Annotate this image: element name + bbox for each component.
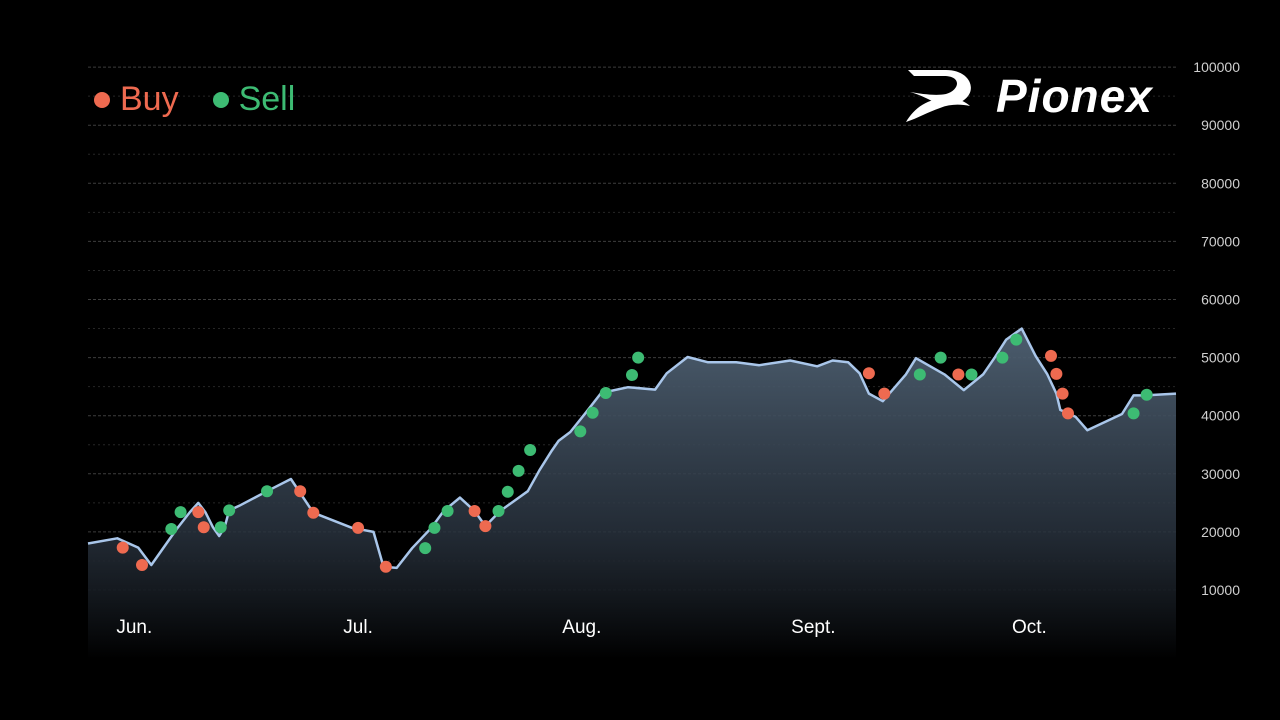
buy-point: [952, 368, 965, 381]
sell-point: [428, 521, 441, 534]
sell-point: [996, 351, 1009, 364]
brand-name: Pionex: [996, 70, 1153, 122]
buy-point: [116, 541, 129, 554]
sell-point: [492, 504, 505, 517]
buy-point: [862, 367, 875, 380]
sell-dot-icon: [212, 91, 229, 108]
sell-point: [934, 351, 947, 364]
y-tick-label: 70000: [1201, 233, 1240, 249]
sell-point: [512, 464, 525, 477]
buy-point: [294, 485, 307, 498]
sell-point: [174, 506, 187, 519]
y-tick-label: 50000: [1201, 350, 1240, 366]
buy-dot-icon: [94, 91, 110, 108]
pionex-wing-icon: [906, 70, 971, 122]
sell-point: [1010, 333, 1023, 346]
y-tick-label: 80000: [1201, 175, 1240, 191]
y-tick-label: 30000: [1201, 466, 1240, 482]
buy-point: [136, 559, 149, 572]
sell-point: [599, 387, 612, 400]
sell-point: [261, 485, 274, 498]
legend: Buy Sell: [94, 80, 329, 119]
buy-point: [468, 504, 481, 517]
sell-point: [1127, 407, 1140, 420]
sell-point: [586, 406, 599, 419]
brand-logo: Pionex: [904, 68, 1153, 124]
sell-point: [965, 368, 978, 381]
y-tick-label: 20000: [1201, 524, 1240, 540]
y-tick-label: 10000: [1201, 582, 1240, 598]
buy-point: [1061, 407, 1074, 420]
buy-point: [1044, 349, 1057, 362]
legend-sell-label: Sell: [238, 80, 296, 118]
x-tick-label: Oct.: [1012, 617, 1047, 638]
legend-sell: Sell: [212, 80, 296, 119]
buy-point: [479, 520, 492, 533]
buy-point: [1056, 387, 1069, 400]
legend-buy-label: Buy: [120, 80, 179, 118]
buy-point: [1050, 367, 1063, 380]
y-tick-label: 40000: [1201, 408, 1240, 424]
sell-point: [165, 522, 178, 535]
buy-point: [197, 521, 210, 534]
sell-point: [501, 485, 514, 498]
y-tick-label: 90000: [1201, 117, 1240, 133]
x-tick-label: Jun.: [116, 617, 152, 638]
sell-point: [626, 369, 638, 382]
price-area: [88, 328, 1176, 660]
x-tick-label: Sept.: [791, 617, 835, 638]
y-tick-label: 60000: [1201, 292, 1240, 308]
buy-point: [878, 387, 891, 400]
trade-points: [116, 333, 1153, 573]
x-tick-label: Jul.: [343, 617, 373, 638]
sell-point: [214, 521, 227, 534]
sell-point: [1140, 388, 1153, 401]
sell-point: [524, 443, 537, 456]
buy-point: [379, 560, 392, 573]
sell-point: [223, 504, 236, 517]
buy-point: [192, 506, 205, 519]
sell-point: [574, 425, 587, 438]
buy-point: [352, 521, 365, 534]
sell-point: [632, 351, 645, 364]
y-tick-label: 100000: [1193, 59, 1240, 75]
legend-buy: Buy: [94, 80, 179, 119]
x-axis: Jun. Jul. Aug. Sept. Oct.: [116, 617, 1046, 638]
sell-point: [913, 368, 926, 381]
x-tick-label: Aug.: [562, 617, 601, 638]
sell-point: [441, 504, 454, 517]
sell-point: [419, 542, 432, 555]
y-axis: 10000 20000 30000 40000 50000 60000 70000 80000…: [1193, 59, 1240, 598]
buy-point: [307, 506, 320, 519]
